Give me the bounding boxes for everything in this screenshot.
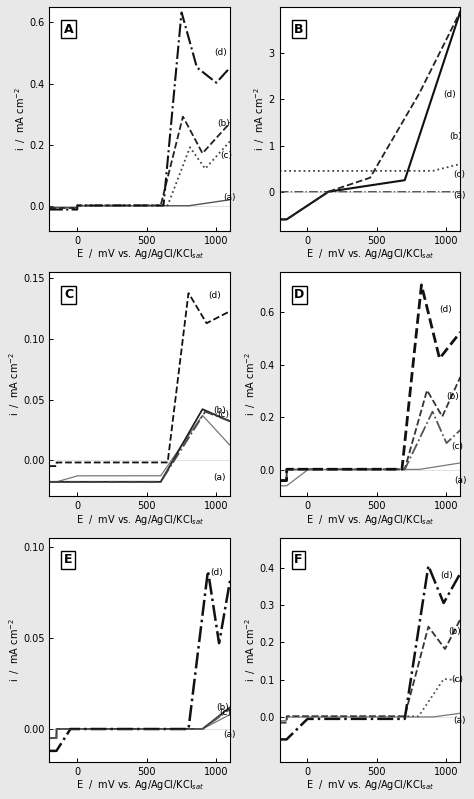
Text: (b): (b) — [213, 406, 226, 415]
Text: E: E — [64, 554, 73, 566]
Text: (c): (c) — [451, 675, 463, 684]
Text: (c): (c) — [451, 442, 463, 451]
Text: (a): (a) — [454, 716, 466, 725]
Text: (c): (c) — [220, 151, 232, 161]
X-axis label: E  /  mV vs. Ag/AgCl/KCl$_{sat}$: E / mV vs. Ag/AgCl/KCl$_{sat}$ — [306, 778, 434, 792]
Text: C: C — [64, 288, 73, 301]
Text: (a): (a) — [223, 730, 236, 739]
Text: (c): (c) — [217, 410, 229, 419]
Text: (c): (c) — [219, 708, 231, 718]
Text: (d): (d) — [214, 49, 227, 58]
Text: (d): (d) — [443, 90, 456, 99]
Text: (a): (a) — [454, 476, 466, 485]
Text: (d): (d) — [440, 570, 453, 579]
Text: (a): (a) — [454, 191, 466, 200]
Text: D: D — [294, 288, 304, 301]
X-axis label: E  /  mV vs. Ag/AgCl/KCl$_{sat}$: E / mV vs. Ag/AgCl/KCl$_{sat}$ — [75, 513, 204, 527]
Text: (d): (d) — [209, 291, 221, 300]
Text: (b): (b) — [216, 702, 229, 712]
Y-axis label: i  /  mA cm$^{-2}$: i / mA cm$^{-2}$ — [252, 87, 267, 151]
Text: (d): (d) — [211, 568, 223, 577]
Y-axis label: i  /  mA cm$^{-2}$: i / mA cm$^{-2}$ — [13, 87, 28, 151]
Text: F: F — [294, 554, 302, 566]
X-axis label: E  /  mV vs. Ag/AgCl/KCl$_{sat}$: E / mV vs. Ag/AgCl/KCl$_{sat}$ — [306, 513, 434, 527]
Text: (b): (b) — [448, 626, 461, 636]
Text: B: B — [294, 22, 303, 36]
Y-axis label: i  /  mA cm$^{-2}$: i / mA cm$^{-2}$ — [7, 618, 22, 682]
Text: (b): (b) — [449, 132, 462, 141]
Y-axis label: i  /  mA cm$^{-2}$: i / mA cm$^{-2}$ — [7, 352, 22, 416]
Text: (a): (a) — [213, 472, 226, 482]
X-axis label: E  /  mV vs. Ag/AgCl/KCl$_{sat}$: E / mV vs. Ag/AgCl/KCl$_{sat}$ — [306, 247, 434, 261]
Text: (b): (b) — [218, 119, 230, 128]
X-axis label: E  /  mV vs. Ag/AgCl/KCl$_{sat}$: E / mV vs. Ag/AgCl/KCl$_{sat}$ — [75, 247, 204, 261]
Text: (b): (b) — [447, 392, 459, 401]
Text: (c): (c) — [454, 169, 465, 179]
Text: (a): (a) — [223, 193, 236, 201]
Text: (d): (d) — [439, 304, 452, 314]
X-axis label: E  /  mV vs. Ag/AgCl/KCl$_{sat}$: E / mV vs. Ag/AgCl/KCl$_{sat}$ — [75, 778, 204, 792]
Text: A: A — [64, 22, 73, 36]
Y-axis label: i  /  mA cm$^{-2}$: i / mA cm$^{-2}$ — [243, 618, 258, 682]
Y-axis label: i  /  mA cm$^{-2}$: i / mA cm$^{-2}$ — [243, 352, 258, 416]
